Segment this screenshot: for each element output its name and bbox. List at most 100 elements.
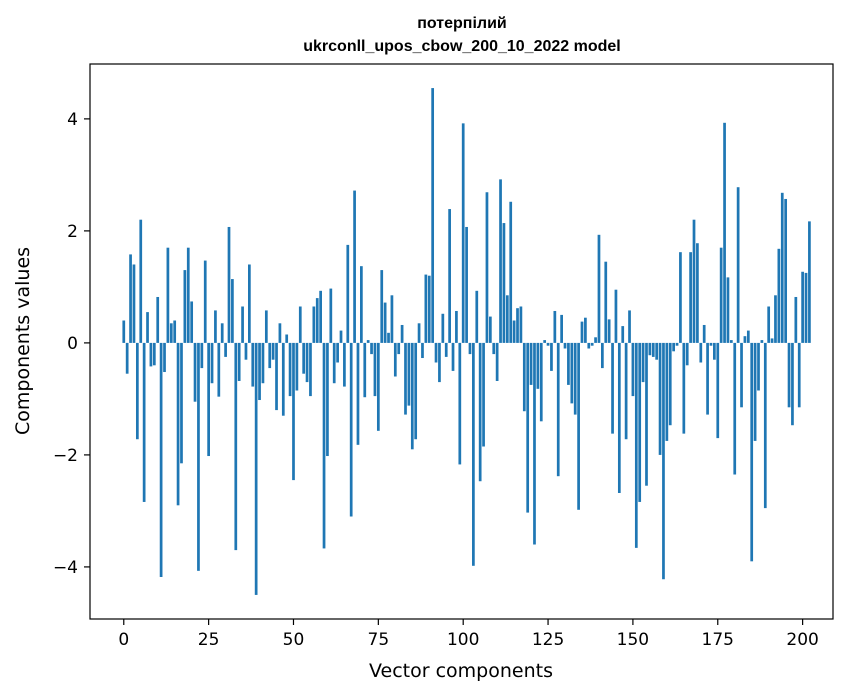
- bar-component-99: [458, 342, 462, 465]
- x-axis-label: Vector components: [369, 660, 553, 682]
- bar-component-33: [234, 342, 238, 551]
- bar-component-117: [519, 306, 523, 343]
- bar-component-64: [339, 330, 343, 343]
- bars-group: [122, 88, 811, 595]
- bar-component-97: [451, 342, 455, 371]
- bar-component-128: [556, 342, 560, 477]
- bar-component-147: [621, 326, 625, 343]
- bar-component-78: [387, 332, 390, 343]
- bar-component-8: [149, 342, 153, 367]
- bar-component-150: [631, 342, 635, 397]
- bar-component-85: [410, 342, 414, 450]
- bar-component-27: [214, 310, 217, 343]
- bar-component-131: [567, 342, 570, 385]
- bar-component-68: [353, 190, 356, 343]
- bar-component-103: [472, 342, 475, 566]
- bar-component-32: [231, 279, 234, 343]
- bar-component-77: [383, 302, 387, 343]
- bar-component-189: [763, 342, 767, 509]
- bar-component-164: [679, 252, 682, 343]
- bar-component-127: [553, 310, 557, 343]
- bar-component-100: [461, 123, 465, 343]
- bar-component-107: [485, 192, 489, 343]
- bar-component-136: [584, 317, 587, 343]
- bar-component-56: [312, 306, 316, 343]
- x-tick-label: 175: [702, 630, 734, 650]
- bar-component-50: [292, 342, 295, 481]
- bar-component-28: [217, 342, 221, 397]
- bar-component-81: [397, 342, 401, 355]
- bar-component-109: [492, 342, 496, 355]
- x-tick-label: 0: [118, 630, 129, 650]
- bar-component-6: [142, 342, 146, 502]
- bar-component-58: [319, 290, 322, 343]
- y-axis-label: Components values: [12, 247, 34, 435]
- bar-component-22: [197, 342, 200, 571]
- bar-component-73: [370, 342, 373, 355]
- bar-component-83: [404, 342, 407, 415]
- bar-component-29: [220, 323, 224, 343]
- bar-component-187: [757, 342, 760, 391]
- x-tick-label: 125: [532, 630, 564, 650]
- bar-component-31: [227, 226, 231, 343]
- bar-component-120: [529, 342, 533, 385]
- bar-component-37: [248, 264, 251, 343]
- bar-component-80: [393, 342, 397, 377]
- bar-component-143: [607, 319, 611, 343]
- bar-component-174: [713, 342, 716, 360]
- bar-component-142: [604, 261, 608, 343]
- bar-component-118: [522, 342, 526, 412]
- bar-component-134: [577, 342, 580, 510]
- bar-component-178: [726, 277, 730, 343]
- bar-component-139: [594, 337, 597, 343]
- bar-component-130: [563, 342, 567, 349]
- bar-component-4: [135, 342, 139, 440]
- bar-component-19: [186, 247, 190, 343]
- x-axis-ticks: 0 25 50 75 100 125 150 175 200: [118, 619, 819, 650]
- bar-component-185: [750, 342, 754, 562]
- bar-component-71: [363, 342, 367, 398]
- bar-component-175: [716, 342, 720, 439]
- bar-component-125: [546, 342, 550, 346]
- bar-component-177: [723, 122, 726, 343]
- bar-component-88: [421, 342, 424, 359]
- bar-component-76: [380, 270, 384, 343]
- bar-component-21: [193, 342, 197, 402]
- bar-component-135: [580, 321, 584, 343]
- bar-component-86: [414, 342, 418, 440]
- bar-component-82: [400, 324, 404, 343]
- bar-component-193: [777, 248, 781, 343]
- bar-component-111: [499, 179, 502, 343]
- bar-component-126: [550, 342, 553, 371]
- bar-component-112: [502, 223, 506, 343]
- bar-component-113: [505, 295, 509, 343]
- bar-component-156: [651, 342, 655, 357]
- bar-component-198: [794, 296, 798, 343]
- bar-component-96: [448, 209, 451, 343]
- bar-component-14: [169, 323, 173, 343]
- bar-component-53: [302, 342, 306, 374]
- bar-component-3: [132, 264, 136, 343]
- bar-component-186: [753, 342, 757, 441]
- bar-component-179: [729, 340, 733, 343]
- bar-component-40: [258, 342, 261, 401]
- bar-component-122: [536, 342, 540, 389]
- bar-component-137: [587, 342, 591, 349]
- bar-component-36: [244, 342, 248, 360]
- x-tick-label: 100: [447, 630, 479, 650]
- bar-component-20: [190, 301, 194, 343]
- y-tick-label: 4: [67, 110, 78, 130]
- bar-component-44: [271, 342, 275, 360]
- bar-component-158: [658, 342, 662, 455]
- bar-component-47: [281, 342, 285, 416]
- bar-component-7: [146, 312, 149, 343]
- bar-component-102: [468, 342, 472, 355]
- bar-component-48: [285, 334, 289, 343]
- bar-component-124: [543, 340, 547, 343]
- bar-component-41: [261, 342, 265, 384]
- bar-component-199: [797, 342, 801, 408]
- bar-component-201: [804, 272, 808, 343]
- bar-component-180: [733, 342, 737, 475]
- bar-component-181: [736, 187, 740, 343]
